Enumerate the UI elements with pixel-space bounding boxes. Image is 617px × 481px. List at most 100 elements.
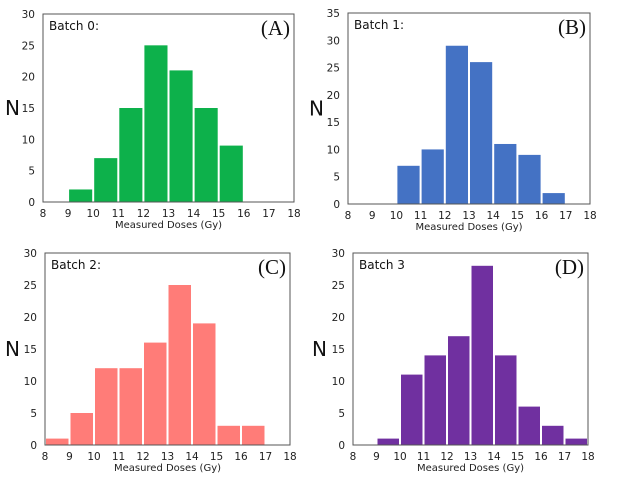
x-tick-label: 15 <box>511 451 524 463</box>
x-tick-label: 8 <box>350 451 357 463</box>
histogram-bar <box>193 323 216 445</box>
y-tick-label: 5 <box>333 172 340 184</box>
x-tick-label: 11 <box>414 210 427 222</box>
y-tick-label: 20 <box>24 312 37 324</box>
plot-frame <box>352 252 589 446</box>
x-tick-label: 9 <box>373 451 380 463</box>
y-axis-label: N <box>5 96 20 120</box>
x-tick-label: 10 <box>87 208 100 220</box>
histogram-bar <box>471 265 493 445</box>
x-tick-label: 13 <box>161 451 174 463</box>
x-tick-label: 13 <box>462 210 475 222</box>
x-tick-label: 17 <box>559 210 572 222</box>
histogram-bar <box>95 368 118 445</box>
y-tick-label: 30 <box>332 248 345 260</box>
x-tick-label: 18 <box>583 210 596 222</box>
x-tick-label: 14 <box>487 210 501 222</box>
x-tick-label: 11 <box>112 208 125 220</box>
histogram-bar <box>424 355 446 445</box>
y-axis-label: N <box>312 337 327 361</box>
histogram-bar <box>219 145 243 202</box>
histogram-bar <box>242 425 265 445</box>
y-tick-label: 25 <box>332 280 345 292</box>
y-tick-label: 0 <box>333 199 340 211</box>
plot-frame <box>44 252 291 446</box>
y-tick-label: 10 <box>327 144 340 156</box>
y-tick-label: 30 <box>327 35 340 47</box>
x-tick-label: 11 <box>112 451 125 463</box>
histogram-bar <box>217 425 240 445</box>
x-tick-label: 10 <box>390 210 403 222</box>
histogram-bar <box>119 108 143 202</box>
y-tick-label: 15 <box>24 344 37 356</box>
histogram-panel-2: 8 9 10 11 12 13 14 15 16 17 18 0 5 10 15 20 25 30 Measured… <box>5 248 297 474</box>
histogram-bar <box>445 45 468 204</box>
histogram-bar <box>448 336 470 445</box>
y-tick-label: 15 <box>332 344 345 356</box>
y-tick-label: 25 <box>327 63 340 75</box>
panel-label: (C) <box>258 255 286 279</box>
y-tick-label: 10 <box>24 376 37 388</box>
batch-title: Batch 3 <box>359 258 405 272</box>
histogram-bar <box>542 425 564 445</box>
x-axis-label: Measured Doses (Gy) <box>115 220 222 231</box>
x-tick-label: 8 <box>345 210 352 222</box>
histogram-bar <box>144 342 167 445</box>
histogram-bar <box>377 438 399 445</box>
x-tick-label: 9 <box>65 208 72 220</box>
y-tick-label: 0 <box>30 440 37 452</box>
x-tick-label: 12 <box>438 210 451 222</box>
y-tick-label: 25 <box>24 280 37 292</box>
x-tick-label: 16 <box>237 208 251 220</box>
y-tick-label: 0 <box>338 440 345 452</box>
histogram-bar <box>69 189 93 202</box>
x-tick-label: 18 <box>283 451 296 463</box>
x-tick-label: 16 <box>535 210 549 222</box>
x-axis-label: Measured Doses (Gy) <box>415 222 522 233</box>
histogram-bar <box>94 158 118 202</box>
x-tick-label: 8 <box>42 451 49 463</box>
y-tick-label: 20 <box>22 72 35 84</box>
y-tick-label: 35 <box>327 8 340 20</box>
x-tick-label: 12 <box>440 451 453 463</box>
batch-title: Batch 1: <box>354 18 404 32</box>
x-tick-label: 18 <box>287 208 300 220</box>
histogram-bar <box>46 438 69 445</box>
histogram-bar <box>397 165 420 204</box>
y-tick-label: 5 <box>28 166 35 178</box>
x-tick-label: 12 <box>136 451 149 463</box>
batch-title: Batch 0: <box>49 19 99 33</box>
x-tick-label: 16 <box>234 451 248 463</box>
histogram-bar <box>194 108 218 202</box>
x-tick-label: 12 <box>137 208 150 220</box>
x-tick-label: 15 <box>212 208 225 220</box>
y-tick-label: 0 <box>28 197 35 209</box>
plot-frame <box>347 12 591 205</box>
histogram-bar <box>518 406 540 445</box>
x-tick-label: 14 <box>487 451 501 463</box>
x-tick-label: 8 <box>40 208 47 220</box>
panel-label: (B) <box>558 15 586 39</box>
y-tick-label: 10 <box>332 376 345 388</box>
x-tick-label: 15 <box>210 451 223 463</box>
x-tick-label: 14 <box>187 208 201 220</box>
histogram-bar <box>421 149 444 204</box>
x-tick-label: 16 <box>534 451 548 463</box>
histogram-bar <box>494 143 517 204</box>
y-tick-label: 20 <box>332 312 345 324</box>
x-tick-label: 17 <box>259 451 272 463</box>
histogram-bar <box>168 285 191 445</box>
histogram-bar <box>169 70 193 203</box>
x-axis-label: Measured Doses (Gy) <box>417 463 524 474</box>
y-tick-label: 15 <box>327 117 340 129</box>
x-tick-label: 18 <box>581 451 594 463</box>
x-tick-label: 13 <box>464 451 477 463</box>
y-tick-label: 15 <box>22 103 35 115</box>
histogram-panel-0: 8 9 10 11 12 13 14 15 16 17 18 0 5 10 15 20 25 30 Measured… <box>5 9 301 231</box>
x-tick-label: 10 <box>393 451 406 463</box>
histogram-bar <box>119 368 142 445</box>
histogram-bar <box>144 45 168 203</box>
y-tick-label: 30 <box>22 9 35 21</box>
x-tick-label: 9 <box>369 210 376 222</box>
